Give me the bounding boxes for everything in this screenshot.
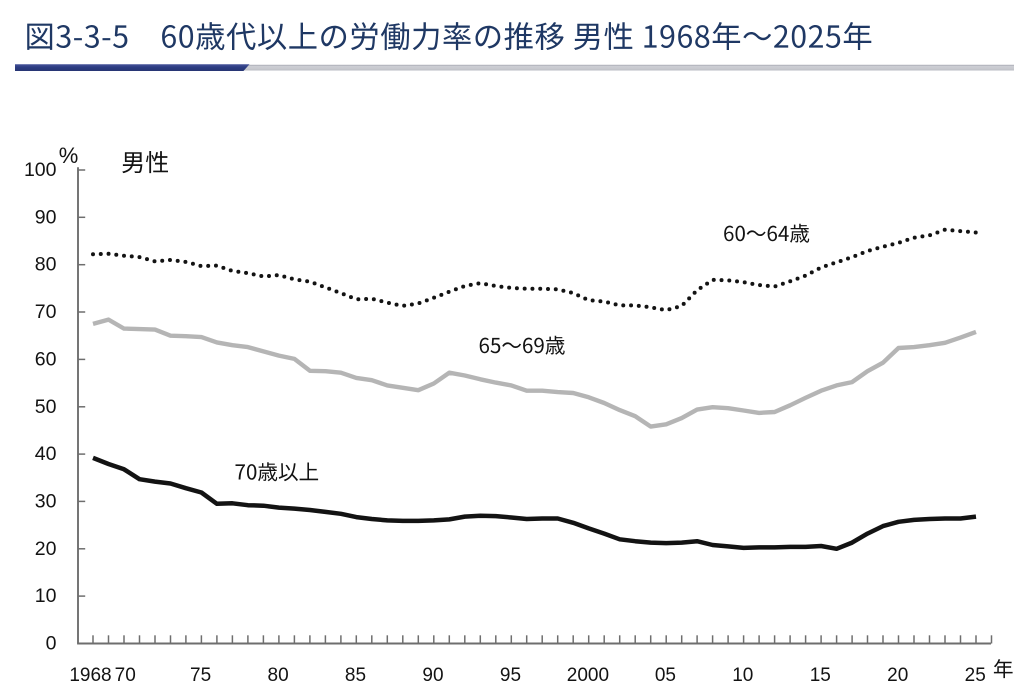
svg-text:90: 90 bbox=[35, 206, 57, 228]
svg-text:40: 40 bbox=[35, 443, 57, 465]
svg-text:80: 80 bbox=[35, 254, 57, 276]
svg-text:75: 75 bbox=[190, 665, 211, 686]
svg-text:100: 100 bbox=[24, 159, 57, 181]
svg-text:30: 30 bbox=[35, 490, 57, 512]
svg-text:10: 10 bbox=[732, 665, 753, 686]
svg-text:2000: 2000 bbox=[567, 665, 609, 686]
svg-text:70: 70 bbox=[35, 301, 57, 323]
svg-text:10: 10 bbox=[35, 585, 57, 607]
svg-text:95: 95 bbox=[500, 665, 521, 686]
svg-text:20: 20 bbox=[887, 665, 908, 686]
svg-text:80: 80 bbox=[268, 665, 289, 686]
svg-text:85: 85 bbox=[345, 665, 366, 686]
svg-text:50: 50 bbox=[35, 396, 57, 418]
svg-text:05: 05 bbox=[655, 665, 676, 686]
svg-text:1968: 1968 bbox=[69, 665, 111, 686]
svg-text:%: % bbox=[59, 143, 79, 168]
svg-text:20: 20 bbox=[35, 538, 57, 560]
svg-text:0: 0 bbox=[46, 633, 57, 655]
svg-text:70: 70 bbox=[115, 665, 136, 686]
svg-text:15: 15 bbox=[810, 665, 831, 686]
svg-text:60: 60 bbox=[35, 348, 57, 370]
svg-text:90: 90 bbox=[422, 665, 443, 686]
svg-text:25: 25 bbox=[965, 665, 986, 686]
